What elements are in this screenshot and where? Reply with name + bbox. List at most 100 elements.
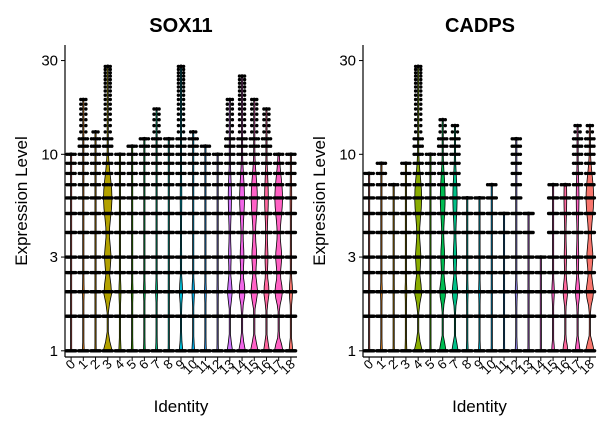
violin-15 xyxy=(551,184,555,352)
point xyxy=(146,152,151,156)
point xyxy=(519,349,523,353)
point xyxy=(372,314,376,318)
point xyxy=(443,130,447,134)
point xyxy=(108,93,113,97)
point xyxy=(568,349,572,353)
point xyxy=(237,81,242,85)
point xyxy=(257,211,261,216)
point xyxy=(293,270,298,275)
point xyxy=(250,112,254,116)
x-tick-label: 3 xyxy=(99,357,115,373)
point xyxy=(196,290,200,294)
point xyxy=(257,290,261,294)
point xyxy=(555,230,560,235)
point xyxy=(110,196,114,200)
point xyxy=(293,152,297,156)
point xyxy=(470,270,474,275)
point xyxy=(232,152,236,156)
point xyxy=(519,255,523,259)
point xyxy=(267,112,271,116)
point xyxy=(134,183,138,187)
point xyxy=(171,255,175,259)
x-tick-label: 0 xyxy=(361,357,377,373)
point-max-0 xyxy=(69,152,74,157)
x-tick-label: 7 xyxy=(446,357,462,373)
point xyxy=(450,130,455,134)
point xyxy=(519,314,523,318)
point xyxy=(244,183,248,187)
point xyxy=(232,255,236,259)
point xyxy=(208,270,212,275)
point xyxy=(413,107,418,111)
point-max-1 xyxy=(379,161,384,166)
point xyxy=(580,171,584,176)
point xyxy=(110,152,114,156)
point xyxy=(176,89,181,93)
point xyxy=(147,255,151,259)
point xyxy=(237,74,242,78)
point xyxy=(396,314,401,318)
point xyxy=(420,171,424,176)
point xyxy=(122,270,127,275)
point xyxy=(230,130,235,134)
point xyxy=(84,97,88,102)
point-max-8 xyxy=(166,136,171,141)
point xyxy=(396,270,400,275)
point xyxy=(408,270,413,275)
point xyxy=(86,349,90,353)
point xyxy=(176,102,181,106)
point xyxy=(181,67,186,72)
point xyxy=(482,290,486,294)
point xyxy=(74,314,78,318)
point xyxy=(208,230,212,235)
point xyxy=(232,171,236,176)
point xyxy=(208,196,212,200)
point xyxy=(580,255,584,259)
point xyxy=(232,161,236,165)
point xyxy=(267,118,271,122)
point xyxy=(232,183,236,187)
point xyxy=(152,123,156,128)
point xyxy=(181,89,186,93)
point xyxy=(262,118,266,122)
point xyxy=(171,211,175,216)
point xyxy=(181,112,186,116)
point xyxy=(568,270,572,275)
point xyxy=(518,137,523,141)
point xyxy=(268,183,273,187)
point xyxy=(413,67,418,72)
point xyxy=(445,144,449,148)
point xyxy=(176,74,181,78)
point xyxy=(194,130,198,134)
point xyxy=(433,230,437,235)
x-tick-label: 5 xyxy=(422,357,438,373)
point xyxy=(135,349,139,353)
point xyxy=(183,144,187,148)
point xyxy=(232,196,236,200)
point xyxy=(580,161,584,165)
point xyxy=(384,349,388,353)
point xyxy=(181,130,186,134)
point xyxy=(568,230,572,235)
point xyxy=(419,64,423,69)
point xyxy=(98,211,102,216)
x-tick-label: 8 xyxy=(459,357,475,373)
point xyxy=(543,290,548,294)
point xyxy=(97,152,102,156)
points xyxy=(64,64,298,353)
point xyxy=(257,255,261,259)
point-max-17 xyxy=(276,152,281,157)
point xyxy=(408,196,413,200)
violins xyxy=(368,66,595,352)
point xyxy=(257,230,261,235)
point xyxy=(122,196,127,200)
point xyxy=(97,171,102,176)
point xyxy=(110,144,114,148)
point xyxy=(256,171,261,176)
point xyxy=(103,85,107,89)
point xyxy=(86,211,90,216)
point xyxy=(396,183,400,187)
point xyxy=(413,64,418,69)
point xyxy=(147,314,151,318)
point xyxy=(237,89,242,93)
